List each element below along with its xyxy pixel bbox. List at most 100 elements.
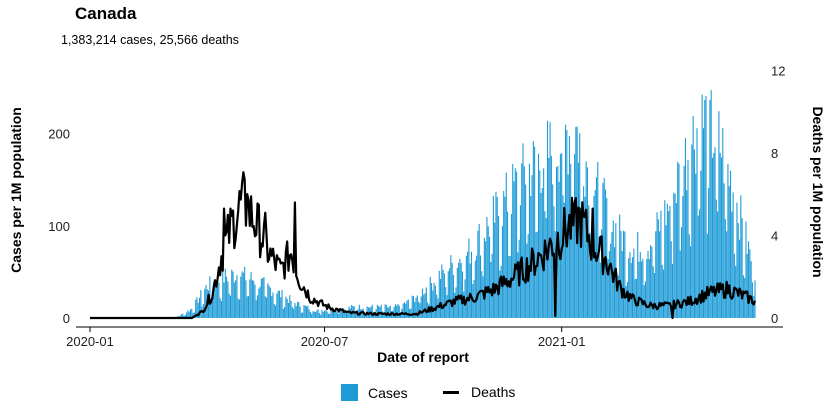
y2-tick-label: 4 [771,228,778,243]
cases-bar [517,252,519,318]
cases-bar [623,230,625,318]
cases-bar [664,200,666,318]
cases-bar [282,308,284,318]
cases-bar [749,249,751,318]
cases-bar [523,166,525,318]
cases-bar [244,266,246,318]
cases-bar [429,276,431,318]
cases-bar [267,283,269,318]
cases-bar [371,304,373,318]
cases-bar [656,212,658,318]
cases-bar [505,172,507,318]
cases-bar [479,255,482,318]
y2-axis-title: Deaths per 1M population [810,106,826,277]
cases-bar [300,312,302,318]
cases-bar [549,122,551,318]
cases-bar [499,270,501,318]
y-tick-label: 0 [63,311,70,326]
cases-bar [424,293,426,318]
cases-bar [245,280,247,318]
cases-bar [303,305,305,318]
cases-bar [592,208,594,318]
cases-bar [442,269,444,318]
cases-bar [273,304,275,318]
cases-bar [731,211,733,318]
cases-bar [624,231,626,318]
cases-bar [601,229,603,318]
cases-bar [402,303,404,318]
cases-bar [718,111,720,319]
cases-bar [311,313,313,318]
cases-bar [603,177,605,318]
cases-bar [483,237,485,318]
cases-bar [610,243,612,318]
cases-bar [322,311,324,318]
cases-bar [308,309,310,318]
cases-bar [195,299,197,318]
cases-bar [197,302,199,318]
cases-bar [473,279,475,318]
cases-bar [438,270,440,318]
cases-bar [492,196,494,318]
cases-bar [196,297,198,318]
cases-bar [467,251,469,318]
cases-bar [232,271,234,318]
cases-bar [630,263,632,318]
cases-bar [714,147,716,318]
cases-bar [380,304,382,318]
y2-axis-ticks: 0 4 8 12 [771,63,785,326]
cases-bar [722,128,724,318]
cases-bar [313,311,315,318]
cases-bar [347,312,349,318]
cases-bar [673,192,675,318]
cases-bar [463,291,465,318]
cases-bar [278,290,280,318]
cases-bar [510,214,512,318]
cases-bar [684,138,686,318]
cases-bar [660,210,662,318]
cases-bar [180,314,183,318]
cases-bar [717,211,719,318]
cases-bar [671,264,674,318]
cases-bar [617,275,619,318]
cases-bar [748,241,750,318]
legend-item-cases: Cases [341,384,408,401]
cases-bar [266,297,268,318]
cases-bar [329,313,331,318]
cases-bar [657,219,659,318]
chart-subtitle: 1,383,214 cases, 25,566 deaths [61,33,239,47]
cases-bar [339,308,341,318]
cases-bar [700,170,702,318]
cases-bar [653,272,656,318]
cases-bar [581,225,583,318]
x-tick-label: 2020-07 [301,334,349,349]
cases-bar [706,233,708,318]
cases-bar [567,174,569,318]
cases-bar [385,304,387,318]
cases-bars [168,90,756,319]
cases-bar [287,302,290,318]
cases-bar [641,261,643,318]
cases-bar [242,272,244,318]
cases-bar [652,266,654,318]
cases-bar [639,252,641,318]
cases-bar [458,262,460,318]
cases-bar [290,300,292,318]
cases-bar [732,192,734,318]
cases-bar [589,232,591,318]
cases-bar [665,225,667,318]
cases-bar [481,271,483,318]
cases-bar [715,199,717,318]
cases-bar [460,263,462,318]
cases-bar [598,237,600,318]
cases-bar [217,275,219,318]
cases-bar [327,313,329,318]
cases-bar [351,305,353,318]
cases-bar [548,157,550,318]
cases-bar [754,280,756,318]
cases-bar [697,215,699,318]
cases-bar [233,282,235,318]
cases-bar [342,308,344,318]
cases-bar [320,314,322,318]
cases-bar [213,281,215,318]
